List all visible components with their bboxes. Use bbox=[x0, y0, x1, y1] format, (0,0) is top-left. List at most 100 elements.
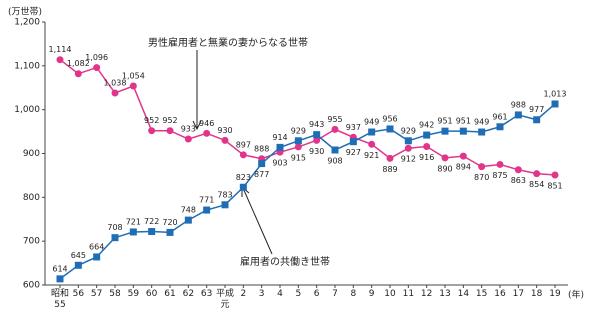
data-label: 1,096 bbox=[85, 53, 108, 62]
data-point bbox=[478, 128, 486, 136]
data-point bbox=[368, 128, 376, 136]
data-point bbox=[203, 129, 211, 137]
data-label: 614 bbox=[52, 264, 67, 273]
x-tick-label: 7 bbox=[332, 289, 338, 299]
data-label: 930 bbox=[217, 126, 232, 135]
data-label: 942 bbox=[419, 121, 434, 130]
data-point bbox=[331, 125, 339, 133]
x-tick-label: 13 bbox=[439, 289, 451, 299]
data-label: 915 bbox=[291, 153, 306, 162]
y-tick-label: 1,100 bbox=[14, 61, 40, 71]
data-label: 664 bbox=[89, 242, 104, 251]
data-label: 903 bbox=[272, 159, 287, 168]
data-point bbox=[148, 127, 156, 135]
data-label: 877 bbox=[254, 170, 269, 179]
data-label: 854 bbox=[529, 180, 544, 189]
data-label: 912 bbox=[401, 155, 416, 164]
data-point bbox=[239, 151, 247, 159]
x-unit: (年) bbox=[568, 289, 584, 301]
data-point bbox=[111, 89, 119, 97]
x-tick-label: 4 bbox=[277, 289, 283, 299]
data-label: 875 bbox=[492, 171, 507, 180]
data-label: 977 bbox=[529, 105, 544, 114]
data-label: 929 bbox=[401, 126, 416, 135]
x-tick-label: 11 bbox=[402, 289, 415, 299]
data-point bbox=[386, 154, 394, 162]
x-tick-label: 17 bbox=[512, 289, 525, 299]
y-tick-label: 800 bbox=[23, 193, 40, 203]
data-label: 988 bbox=[511, 100, 526, 109]
x-tick-label: 9 bbox=[368, 289, 375, 299]
data-label: 771 bbox=[199, 196, 214, 205]
data-label: 952 bbox=[162, 116, 177, 125]
x-tick-label: 14 bbox=[457, 289, 470, 299]
data-label: 921 bbox=[364, 151, 379, 160]
data-point bbox=[148, 228, 156, 236]
data-point bbox=[551, 100, 559, 108]
y-unit: (万世帯) bbox=[8, 6, 42, 18]
x-tick-label: 16 bbox=[494, 289, 506, 299]
data-label: 708 bbox=[107, 223, 122, 232]
data-point bbox=[56, 56, 64, 64]
data-label: 1,054 bbox=[122, 71, 145, 80]
data-point bbox=[459, 152, 467, 160]
data-point bbox=[129, 228, 137, 236]
x-tick-label: 60 bbox=[145, 289, 158, 299]
data-label: 645 bbox=[71, 251, 86, 260]
data-point bbox=[239, 183, 247, 191]
data-point bbox=[551, 171, 559, 179]
x-tick-label: 62 bbox=[182, 289, 195, 299]
x-tick-label: 57 bbox=[90, 289, 103, 299]
data-label: 951 bbox=[456, 117, 471, 126]
data-point bbox=[56, 275, 64, 283]
x-tick-label: 56 bbox=[72, 289, 85, 299]
data-label: 952 bbox=[144, 116, 159, 125]
series-annotation: 雇用者の共働き世帯 bbox=[240, 255, 330, 268]
data-label: 927 bbox=[346, 148, 361, 157]
data-label: 1,038 bbox=[104, 79, 127, 88]
data-point bbox=[184, 216, 192, 224]
y-tick-label: 1,200 bbox=[14, 18, 40, 28]
data-label: 888 bbox=[254, 144, 269, 153]
data-point bbox=[166, 228, 174, 236]
data-point bbox=[441, 154, 449, 162]
annotation-arrow bbox=[241, 185, 273, 255]
data-point bbox=[533, 170, 541, 178]
data-point bbox=[404, 137, 412, 145]
y-tick-label: 900 bbox=[23, 149, 40, 159]
y-tick-label: 700 bbox=[23, 237, 40, 247]
x-tick-label: 昭和 55 bbox=[50, 289, 69, 310]
x-tick-label: 15 bbox=[475, 289, 488, 299]
y-tick-label: 1,000 bbox=[14, 105, 40, 115]
data-point bbox=[349, 138, 357, 146]
x-tick-label: 8 bbox=[350, 289, 357, 299]
data-point bbox=[93, 253, 101, 261]
data-label: 863 bbox=[511, 176, 526, 185]
data-point bbox=[74, 261, 82, 269]
data-label: 929 bbox=[291, 126, 306, 135]
data-point bbox=[368, 140, 376, 148]
data-label: 870 bbox=[474, 173, 489, 182]
data-point bbox=[258, 160, 266, 168]
data-point bbox=[166, 127, 174, 135]
data-label: 956 bbox=[382, 114, 397, 123]
data-point bbox=[129, 82, 137, 90]
data-label: 951 bbox=[437, 117, 452, 126]
x-tick-label: 18 bbox=[530, 289, 543, 299]
x-tick-label: 10 bbox=[384, 289, 396, 299]
x-tick-label: 59 bbox=[127, 289, 140, 299]
series-annotation: 男性雇用者と無業の妻からなる世帯 bbox=[148, 36, 308, 49]
data-point bbox=[423, 142, 431, 150]
data-point bbox=[404, 144, 412, 152]
data-point bbox=[441, 127, 449, 135]
data-point bbox=[331, 146, 339, 154]
data-point bbox=[276, 143, 284, 151]
data-label: 949 bbox=[474, 118, 489, 127]
x-tick-label: 12 bbox=[420, 289, 433, 299]
data-label: 823 bbox=[236, 173, 251, 182]
data-label: 949 bbox=[364, 118, 379, 127]
data-point bbox=[514, 166, 522, 174]
data-label: 720 bbox=[162, 218, 177, 227]
